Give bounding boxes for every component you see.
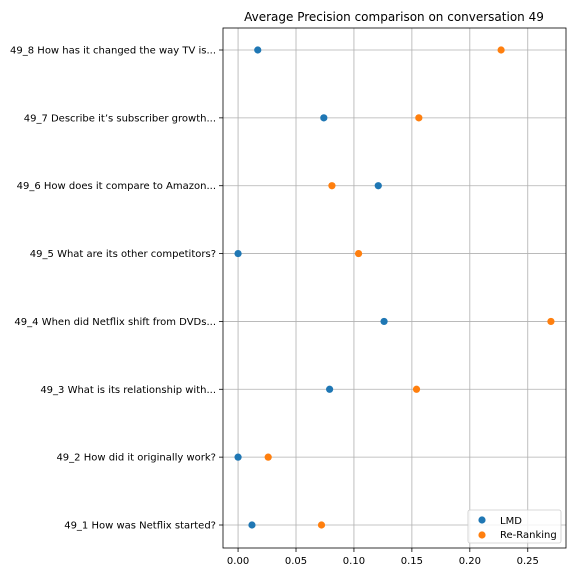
point-re-ranking: [264, 453, 272, 461]
point-lmd: [234, 249, 242, 258]
point-lmd: [380, 317, 388, 326]
chart-title: Average Precision comparison on conversa…: [244, 10, 544, 24]
x-tick-layer: 0.00 0.05 0.10 0.15 0.20 0.25: [227, 548, 539, 567]
legend-label-lmd: LMD: [500, 516, 522, 527]
y-tick-label: 49_1 How was Netflix started?: [64, 521, 216, 532]
point-re-ranking: [317, 521, 326, 529]
y-tick-layer: 49_1 How was Netflix started? 49_2 How di…: [10, 46, 223, 532]
y-tick-label: 49_7 Describe it’s subscriber growth...: [24, 113, 216, 124]
plot-area-frame: [222, 27, 567, 549]
legend-label-reranking: Re-Ranking: [500, 530, 557, 541]
y-tick-label: 49_8 How has it changed the way TV is...: [10, 46, 216, 57]
y-tick-label: 49_2 How did it originally work?: [56, 453, 216, 464]
y-tick-label: 49_3 What is its relationship with...: [40, 385, 216, 396]
y-tick-label: 49_4 When did Netflix shift from DVDs...: [14, 317, 216, 328]
point-re-ranking: [415, 114, 423, 122]
point-re-ranking: [328, 182, 336, 190]
x-tick-label: 0.20: [459, 556, 481, 567]
point-re-ranking: [412, 385, 421, 393]
x-tick-label: 0.25: [517, 556, 539, 567]
x-tick-label: 0.05: [285, 556, 307, 567]
point-lmd: [234, 453, 242, 461]
point-lmd: [326, 385, 334, 393]
point-re-ranking: [354, 249, 363, 258]
point-re-ranking: [547, 317, 555, 326]
point-lmd: [248, 521, 256, 529]
grid-layer: [223, 28, 566, 548]
legend-box: [467, 509, 562, 544]
point-lmd: [254, 46, 262, 54]
legend-marker-reranking: [478, 531, 486, 539]
y-tick-label: 49_6 How does it compare to Amazon...: [17, 181, 216, 192]
point-re-ranking: [497, 46, 505, 54]
point-lmd: [320, 114, 328, 122]
point-lmd: [374, 182, 382, 190]
y-tick-label: 49_5 What are its other competitors?: [30, 249, 216, 260]
legend: LMD Re-Ranking: [467, 509, 562, 544]
legend-marker-lmd: [478, 516, 486, 524]
points-layer: [234, 46, 555, 529]
x-tick-label: 0.00: [227, 556, 249, 567]
x-tick-label: 0.10: [343, 556, 365, 567]
x-tick-label: 0.15: [401, 556, 423, 567]
